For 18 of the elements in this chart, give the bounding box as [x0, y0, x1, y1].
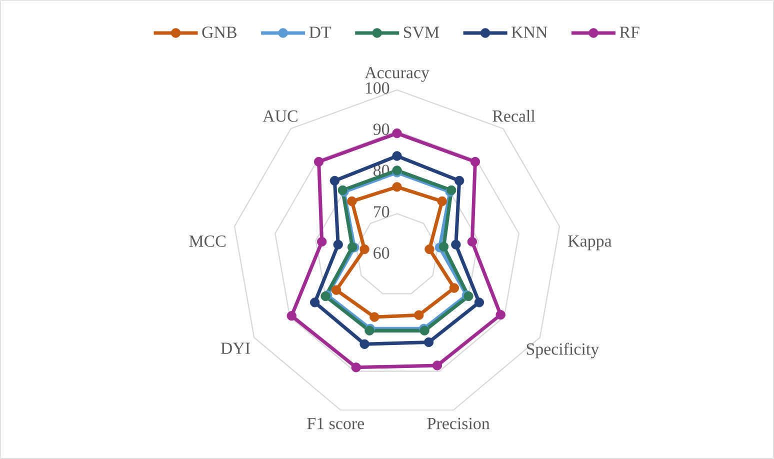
spoke-label: MCC: [189, 235, 226, 247]
spoke-label: Recall: [492, 110, 536, 122]
spoke-label: DYI: [220, 342, 250, 354]
y-tick-label: 60: [374, 247, 390, 259]
spoke-label: Accuracy: [364, 66, 430, 82]
y-tick-label: 70: [374, 206, 390, 218]
y-tick-label: 100: [366, 82, 390, 94]
spoke-label: AUC: [262, 110, 298, 122]
spoke-label: Specificity: [526, 342, 600, 358]
legend-label: RF: [620, 26, 640, 38]
legend-label: GNB: [202, 26, 236, 38]
spoke-label: F1 score: [307, 418, 364, 430]
spoke-label: Precision: [427, 418, 490, 430]
spoke-label: Kappa: [568, 236, 612, 250]
y-tick-label: 90: [373, 124, 390, 135]
legend-label: DT: [309, 26, 332, 38]
legend-label: SVM: [404, 26, 440, 38]
legend-label: KNN: [512, 26, 548, 38]
